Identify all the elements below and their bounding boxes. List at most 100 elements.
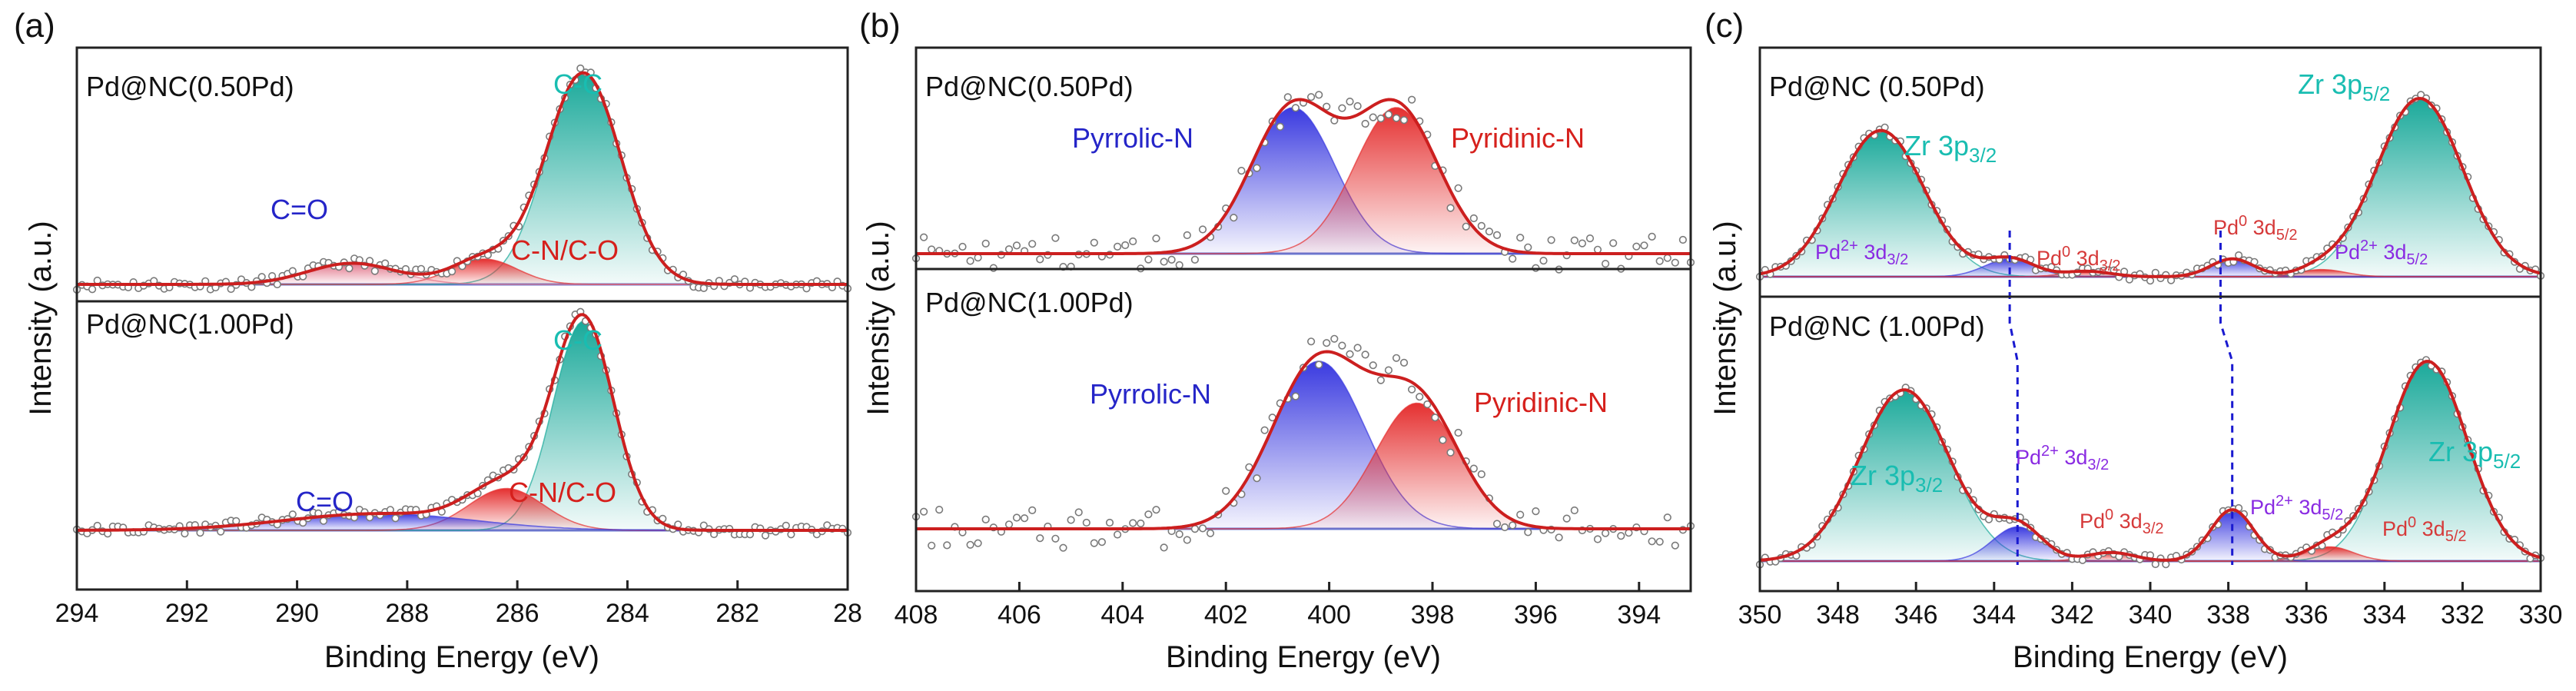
data-point [802, 284, 811, 293]
data-point [966, 257, 974, 265]
data-point [1477, 221, 1486, 231]
data-point [1074, 508, 1083, 517]
data-point [928, 245, 936, 254]
data-point [1160, 543, 1168, 552]
pd-sub: 5/2 [2445, 528, 2467, 545]
pd-sub: 3/2 [1887, 251, 1908, 268]
data-point [257, 273, 266, 281]
data-point [1376, 376, 1385, 384]
pd-sup: 0 [2105, 507, 2113, 523]
panel-c-letter: (c) [1705, 7, 1744, 45]
pd-sub: 3/2 [2143, 520, 2164, 537]
data-point [699, 284, 708, 293]
data-point [935, 505, 944, 514]
data-point [1625, 529, 1633, 537]
pd-sub: 5/2 [2276, 227, 2298, 244]
data-point [2078, 556, 2086, 564]
data-point [1485, 228, 1493, 236]
panel-c-bottom-zr52-label: Zr 3p5/2 [2428, 436, 2521, 473]
panel-a-bottom-cn-label: C-N/C-O [509, 477, 616, 508]
data-point [1175, 530, 1183, 539]
pd-orbital: 3d [2293, 496, 2322, 519]
panel-c-top-pd2-52-label: Pd2+ 3d5/2 [2335, 238, 2428, 268]
x-tick-label: 348 [1816, 600, 1860, 630]
zr-sub: 5/2 [2362, 82, 2390, 105]
data-point [919, 507, 928, 516]
data-point [381, 259, 390, 267]
peak-fill-c-o [77, 513, 848, 530]
data-point [1439, 436, 1447, 444]
zr-sub: 3/2 [1969, 144, 1997, 167]
data-point [928, 541, 936, 550]
data-point [974, 254, 982, 262]
panel-c-top-pd0-52-label: Pd0 3d5/2 [2213, 213, 2298, 244]
panel-c-bottom-pd0-32-label: Pd0 3d3/2 [2080, 507, 2164, 537]
panel-c-top-pd2-32-label: Pd2+ 3d3/2 [1815, 238, 1908, 268]
panel-c-bottom-pd2-32-label: Pd2+ 3d3/2 [2016, 443, 2109, 473]
data-point [370, 267, 379, 275]
data-point [745, 530, 755, 539]
pd-orbital: 3d [2070, 247, 2100, 270]
x-tick-label: 340 [2129, 600, 2173, 630]
data-point [88, 285, 97, 294]
data-point [919, 233, 928, 241]
pd-sup: 2+ [2276, 493, 2293, 510]
data-point [1160, 257, 1168, 266]
x-tick-label: 396 [1514, 600, 1558, 630]
data-point [1632, 242, 1641, 251]
pd-sub: 3/2 [2087, 457, 2109, 473]
data-point [966, 540, 974, 549]
data-point [1276, 122, 1284, 131]
data-point [1399, 116, 1409, 125]
panel-c-bottom-sample: Pd@NC (1.00Pd) [1769, 311, 1985, 342]
data-point [1206, 529, 1215, 537]
data-point [1547, 236, 1555, 244]
zr-sub: 3/2 [1915, 473, 1943, 497]
pd-sup: 2+ [2041, 443, 2059, 460]
panel-a-frame [75, 46, 849, 591]
data-point [1648, 537, 1656, 546]
data-point [981, 515, 990, 524]
panel-a-top-cn-label: C-N/C-O [511, 234, 619, 266]
peak-outline [1760, 546, 2541, 562]
data-point [1012, 241, 1021, 250]
data-point [1407, 385, 1416, 394]
peak-fill-zr-3p3-2 [1760, 130, 2541, 277]
peak-fill-zr-3p5-2 [1760, 98, 2541, 277]
data-point [1492, 520, 1502, 528]
data-point [1353, 101, 1362, 111]
data-point [1539, 257, 1548, 265]
data-point [1446, 448, 1455, 457]
data-point [1532, 507, 1540, 516]
panel-a-top-co-label: C=O [271, 194, 328, 225]
series-bottom [911, 334, 1695, 552]
pd-text: Pd [2250, 496, 2276, 519]
data-point [227, 284, 235, 294]
data-point [1346, 350, 1354, 358]
pd-sup: 0 [2408, 514, 2416, 531]
data-point [1129, 519, 1137, 527]
data-point [1338, 104, 1346, 112]
data-point [1416, 393, 1424, 401]
data-point [1315, 360, 1323, 369]
x-tick-label: 346 [1894, 600, 1938, 630]
data-point [1129, 237, 1137, 246]
x-tick-label: 28 [833, 599, 862, 628]
pd-text: Pd [1815, 241, 1841, 264]
data-point [1454, 428, 1462, 437]
data-point [787, 530, 795, 539]
panel-b-x-ticks: 408 406 404 402 400 398 396 394 [895, 582, 1661, 630]
data-point [1648, 232, 1656, 241]
data-point [1671, 258, 1679, 267]
pd-text: Pd [2037, 247, 2062, 270]
data-point [1585, 234, 1595, 243]
data-point [1516, 234, 1525, 242]
data-point [1492, 231, 1502, 240]
data-point [1509, 254, 1517, 263]
data-point [1555, 533, 1563, 542]
panel-b-top-sample: Pd@NC(0.50Pd) [925, 71, 1134, 102]
data-point [1004, 245, 1014, 254]
panel-c-top-zr32-label: Zr 3p3/2 [1904, 130, 1997, 167]
data-point [1500, 523, 1509, 532]
